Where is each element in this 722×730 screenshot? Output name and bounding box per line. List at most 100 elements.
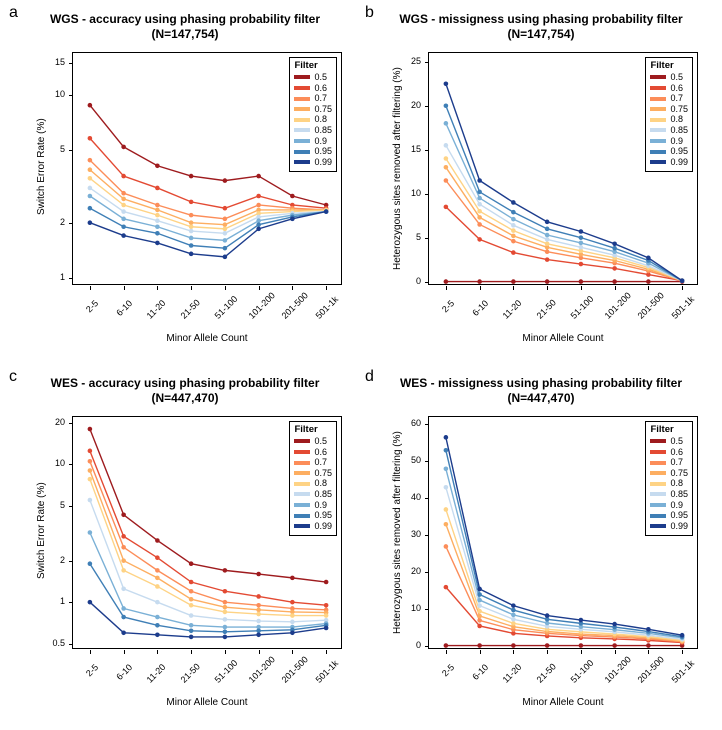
xtick-d <box>648 650 649 654</box>
legend-swatch <box>650 107 666 111</box>
legend-label: 0.85 <box>314 489 332 500</box>
xtick-label-a: 501-1k <box>314 298 337 321</box>
series-point-a-2 <box>121 191 126 196</box>
series-point-b-2 <box>477 222 482 227</box>
series-point-c-3 <box>189 597 194 602</box>
panel-label-a: a <box>9 4 18 22</box>
legend-b: Filter0.50.60.70.750.80.850.90.950.99 <box>645 57 693 172</box>
xtick-label-c: 21-50 <box>179 662 202 685</box>
legend-row: 0.7 <box>650 93 688 104</box>
series-point-c-3 <box>256 608 261 613</box>
legend-row: 0.75 <box>650 468 688 479</box>
series-point-a-1 <box>223 206 228 211</box>
xtick-label-b: 6-10 <box>467 298 490 321</box>
series-point-b-0 <box>545 279 550 284</box>
series-point-c-4 <box>189 603 194 608</box>
xtick-label-b: 51-100 <box>568 298 591 321</box>
xtick-label-d: 501-1k <box>670 662 693 685</box>
legend-label: 0.5 <box>314 72 327 83</box>
legend-swatch <box>650 524 666 528</box>
legend-swatch <box>294 118 310 122</box>
legend-title-c: Filter <box>294 424 332 435</box>
legend-swatch <box>650 492 666 496</box>
xtick-a <box>90 286 91 290</box>
series-point-b-8 <box>444 81 449 86</box>
series-point-c-5 <box>290 620 295 625</box>
legend-label: 0.75 <box>314 104 332 115</box>
legend-swatch <box>650 514 666 518</box>
legend-row: 0.85 <box>650 489 688 500</box>
series-point-c-2 <box>88 459 93 464</box>
legend-label: 0.85 <box>314 125 332 136</box>
series-point-d-8 <box>646 627 651 632</box>
series-point-b-6 <box>444 121 449 126</box>
xtick-label-b: 101-200 <box>602 298 625 321</box>
xtick-a <box>124 286 125 290</box>
legend-label: 0.7 <box>314 457 327 468</box>
series-point-b-1 <box>579 262 584 267</box>
series-point-a-7 <box>88 206 93 211</box>
series-point-d-7 <box>444 448 449 453</box>
series-point-a-1 <box>256 194 261 199</box>
series-point-b-8 <box>477 178 482 183</box>
xtick-b <box>513 286 514 290</box>
series-point-c-6 <box>189 623 194 628</box>
xtick-c <box>191 650 192 654</box>
series-point-c-0 <box>324 580 329 585</box>
series-point-b-5 <box>477 202 482 207</box>
series-point-b-0 <box>579 279 584 284</box>
series-point-c-0 <box>290 576 295 581</box>
series-point-d-5 <box>511 617 516 622</box>
ytick-label-c: 2 <box>47 555 65 565</box>
legend-row: 0.95 <box>650 510 688 521</box>
xtick-c <box>90 650 91 654</box>
series-point-c-8 <box>223 635 228 640</box>
series-point-a-0 <box>121 145 126 150</box>
xtick-c <box>292 650 293 654</box>
series-point-d-6 <box>511 613 516 618</box>
series-point-a-8 <box>324 209 329 214</box>
legend-row: 0.9 <box>294 500 332 511</box>
series-point-c-2 <box>121 545 126 550</box>
legend-swatch <box>294 97 310 101</box>
legend-swatch <box>294 524 310 528</box>
series-point-d-4 <box>511 621 516 626</box>
legend-row: 0.75 <box>294 468 332 479</box>
legend-swatch <box>294 482 310 486</box>
series-point-c-5 <box>155 600 160 605</box>
panel-a: aWGS - accuracy using phasing probabilit… <box>20 8 350 353</box>
xtick-a <box>157 286 158 290</box>
xtick-label-b: 501-1k <box>670 298 693 321</box>
series-point-b-8 <box>680 278 685 283</box>
series-point-a-2 <box>189 213 194 218</box>
series-point-c-4 <box>223 610 228 615</box>
legend-swatch <box>294 75 310 79</box>
panel-label-c: c <box>9 368 17 386</box>
series-point-a-5 <box>155 218 160 223</box>
xtick-d <box>480 650 481 654</box>
legend-swatch <box>650 482 666 486</box>
legend-row: 0.99 <box>650 157 688 168</box>
series-point-b-8 <box>545 220 550 225</box>
ytick-label-c: 10 <box>47 458 65 468</box>
series-point-b-6 <box>511 217 516 222</box>
legend-swatch <box>650 461 666 465</box>
series-line-d-3 <box>446 524 682 641</box>
xtick-label-a: 51-100 <box>212 298 235 321</box>
legend-row: 0.6 <box>650 83 688 94</box>
series-point-a-8 <box>121 233 126 238</box>
series-point-b-8 <box>511 200 516 205</box>
series-point-b-2 <box>545 249 550 254</box>
legend-row: 0.5 <box>650 72 688 83</box>
series-point-b-7 <box>545 227 550 232</box>
panel-label-b: b <box>365 4 374 22</box>
series-point-c-5 <box>256 619 261 624</box>
xtick-d <box>513 650 514 654</box>
legend-swatch <box>650 118 666 122</box>
legend-row: 0.85 <box>650 125 688 136</box>
legend-row: 0.95 <box>294 510 332 521</box>
series-point-a-7 <box>223 246 228 251</box>
series-point-b-2 <box>444 178 449 183</box>
series-point-a-8 <box>189 252 194 257</box>
series-point-c-2 <box>256 603 261 608</box>
